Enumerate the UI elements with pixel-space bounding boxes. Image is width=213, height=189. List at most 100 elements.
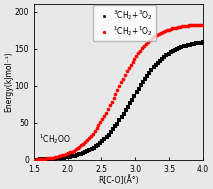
Point: [124, 109, 128, 112]
Point: [160, 57, 164, 60]
Point: [57, 155, 60, 158]
Point: [42, 157, 45, 160]
Point: [63, 153, 66, 156]
Point: [62, 156, 66, 159]
Point: [103, 138, 106, 141]
Point: [169, 28, 172, 31]
Point: [108, 104, 112, 107]
Point: [77, 153, 81, 156]
Point: [154, 64, 157, 67]
Point: [76, 147, 79, 150]
Point: [87, 137, 91, 140]
Point: [38, 158, 41, 161]
Point: [176, 47, 179, 50]
Point: [89, 134, 92, 137]
Point: [156, 61, 160, 64]
Point: [120, 116, 123, 119]
Point: [184, 24, 187, 27]
Point: [85, 139, 89, 142]
Point: [59, 154, 62, 157]
Point: [141, 81, 145, 84]
Point: [135, 91, 138, 94]
Point: [64, 156, 68, 159]
Point: [169, 51, 172, 54]
Point: [199, 41, 202, 44]
Point: [148, 39, 151, 42]
Point: [150, 37, 153, 40]
Point: [158, 59, 162, 62]
Point: [118, 85, 121, 88]
Point: [163, 55, 166, 58]
Point: [40, 158, 43, 161]
Point: [197, 23, 201, 26]
Point: [47, 157, 51, 160]
Point: [39, 158, 42, 161]
Legend: $^3$CH$_2$+$^3$O$_2$, $^1$CH$_2$+$^1$O$_2$: $^3$CH$_2$+$^3$O$_2$, $^1$CH$_2$+$^1$O$_…: [94, 5, 156, 41]
Point: [53, 156, 56, 159]
Point: [71, 155, 74, 158]
Point: [72, 149, 75, 152]
Point: [96, 143, 100, 146]
Point: [47, 158, 50, 161]
Point: [135, 54, 138, 57]
Point: [111, 128, 115, 131]
Point: [43, 158, 46, 161]
Point: [114, 125, 117, 128]
Point: [197, 41, 200, 44]
Point: [142, 45, 146, 48]
Point: [165, 29, 168, 32]
Point: [182, 25, 186, 28]
Point: [46, 157, 49, 160]
Point: [61, 154, 64, 157]
Point: [173, 48, 177, 51]
Point: [97, 124, 100, 127]
Point: [126, 105, 130, 108]
Point: [188, 24, 191, 27]
Point: [159, 31, 163, 34]
Point: [193, 23, 197, 26]
Point: [173, 26, 176, 29]
Point: [145, 74, 149, 77]
Point: [83, 151, 87, 154]
Point: [58, 157, 61, 160]
Point: [101, 139, 104, 143]
Point: [176, 26, 180, 29]
Point: [73, 154, 76, 157]
Point: [171, 50, 174, 53]
Point: [161, 30, 165, 33]
Point: [86, 150, 89, 153]
Point: [34, 158, 37, 161]
Point: [129, 63, 132, 66]
Point: [34, 158, 38, 161]
Point: [165, 54, 168, 57]
Point: [133, 57, 136, 60]
Point: [123, 74, 127, 77]
Point: [174, 26, 178, 29]
Point: [140, 47, 144, 50]
Point: [114, 92, 117, 95]
Point: [52, 157, 55, 160]
Point: [116, 122, 119, 125]
Point: [144, 43, 148, 46]
Point: [81, 151, 85, 154]
Point: [74, 148, 77, 151]
Point: [69, 155, 72, 158]
Point: [199, 23, 203, 26]
Point: [188, 43, 192, 46]
Point: [122, 112, 125, 115]
Point: [98, 141, 102, 144]
Point: [148, 71, 151, 74]
Point: [118, 119, 121, 122]
Point: [171, 27, 174, 30]
Point: [102, 115, 106, 118]
Point: [180, 46, 183, 49]
Point: [146, 41, 150, 44]
Point: [195, 23, 199, 26]
Point: [99, 121, 102, 124]
Point: [152, 36, 155, 39]
Point: [127, 67, 131, 70]
Point: [101, 118, 104, 121]
Point: [143, 77, 147, 80]
Point: [112, 96, 115, 99]
Point: [55, 155, 58, 158]
